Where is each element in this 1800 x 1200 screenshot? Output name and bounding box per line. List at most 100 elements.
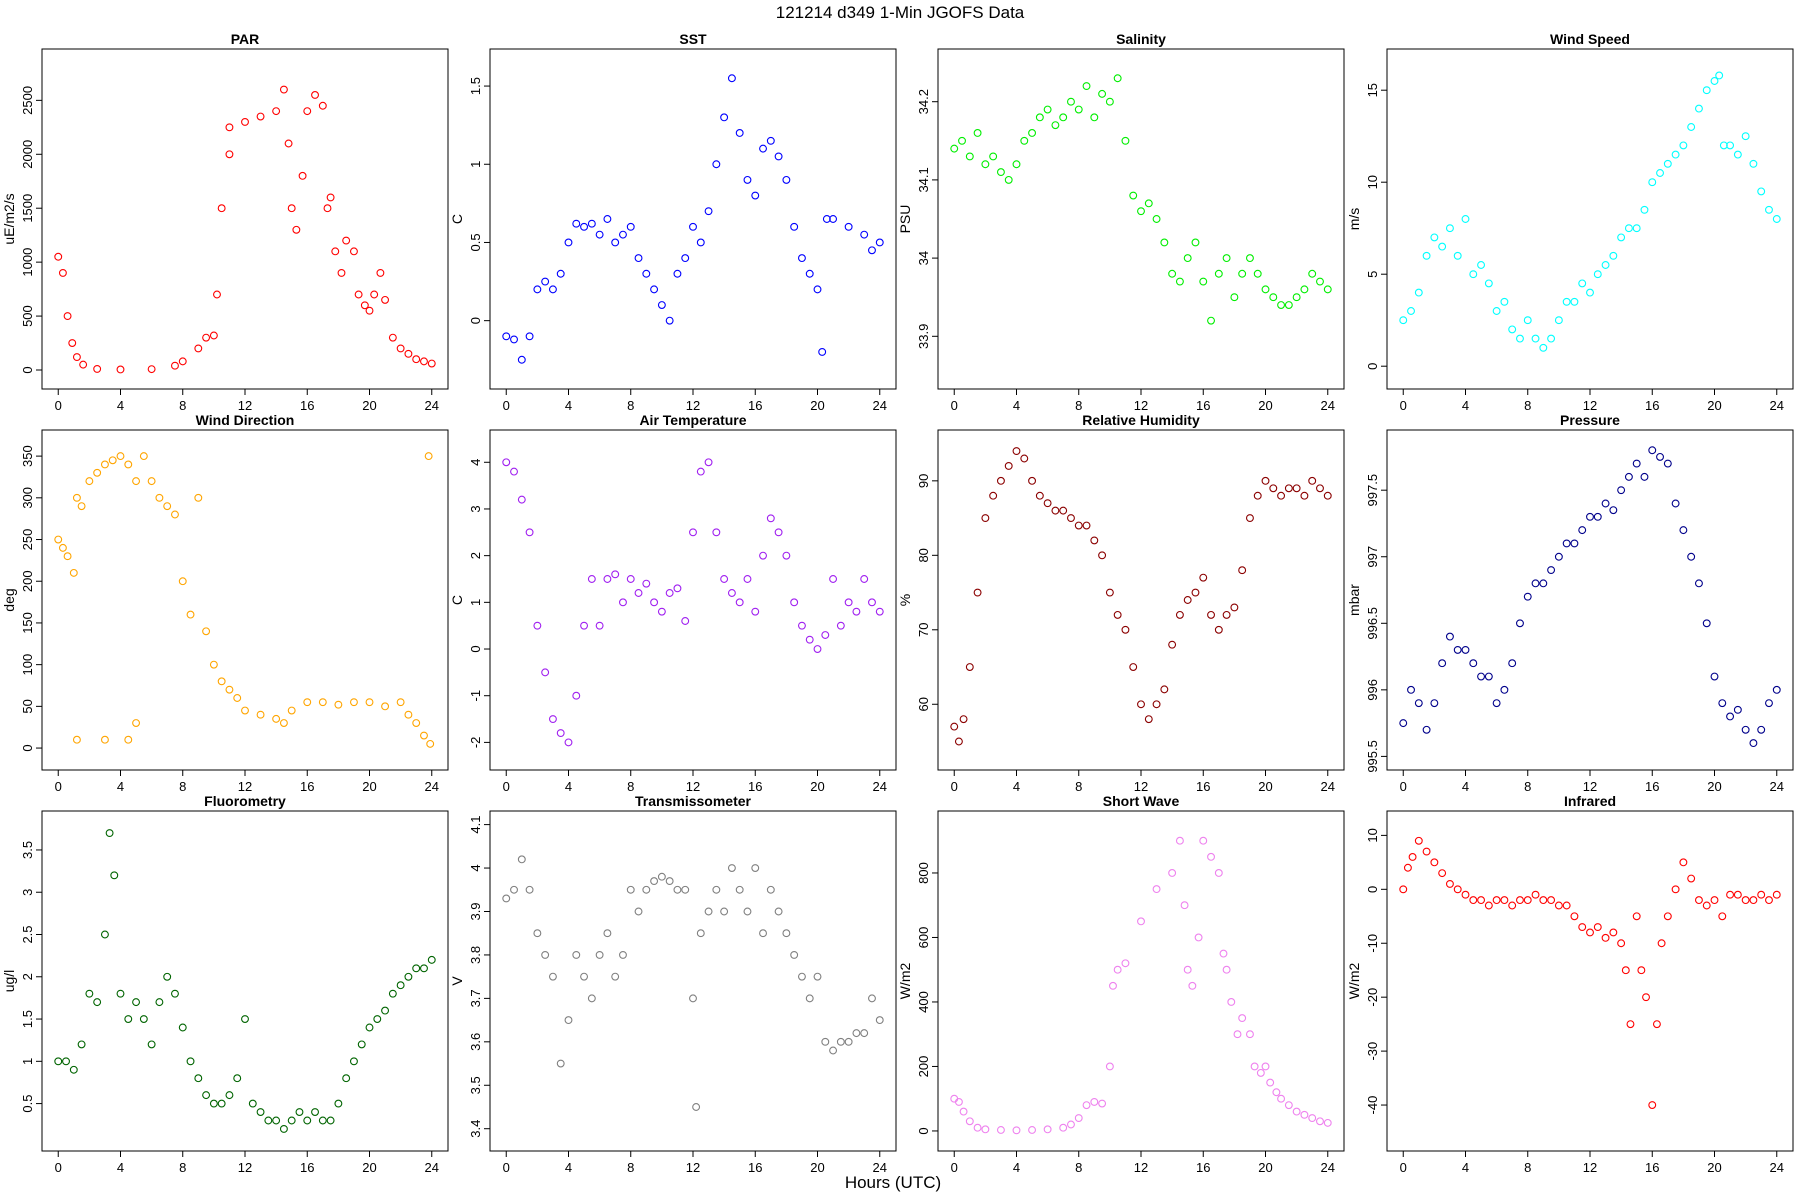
x-tick-label: 0 [951, 398, 958, 413]
data-point [225, 1091, 234, 1100]
data-point [1710, 672, 1719, 681]
data-point [1175, 277, 1184, 286]
data-point [1105, 588, 1114, 597]
x-tick-label: 12 [686, 779, 700, 794]
data-point [1679, 526, 1688, 535]
panel-par: PAR 0 4 8 12 16 20 24 0 500 1000 1500 2000 2500 uE/m2/… [1, 31, 449, 413]
data-point [1578, 279, 1587, 288]
y-tick-label: 4.1 [468, 816, 483, 834]
data-point [69, 1065, 78, 1074]
y-tick-label: 500 [20, 305, 35, 327]
data-point [510, 335, 518, 344]
data-point [1617, 233, 1626, 242]
x-tick-label: 20 [810, 779, 824, 794]
x-tick-label: 0 [55, 1160, 62, 1175]
x-tick-label: 12 [1134, 1160, 1148, 1175]
plot-frame [937, 429, 1345, 771]
data-point [1233, 1030, 1242, 1039]
y-tick-label: 0 [468, 645, 483, 652]
data-point [1621, 966, 1630, 975]
data-point [1772, 685, 1781, 694]
data-point [634, 254, 643, 263]
data-point [1508, 901, 1517, 910]
data-point [1121, 959, 1130, 968]
data-point [116, 365, 125, 374]
data-point [1741, 896, 1750, 905]
data-point [1438, 242, 1447, 251]
data-point [517, 495, 526, 504]
data-point [720, 907, 729, 916]
data-point [548, 972, 557, 981]
data-point [626, 885, 635, 894]
data-point [743, 575, 752, 583]
data-point [603, 929, 612, 938]
x-tick-label: 4 [565, 1160, 572, 1175]
data-point [331, 247, 340, 256]
data-point [704, 207, 713, 216]
data-point [642, 269, 651, 278]
data-point [72, 735, 81, 744]
data-point [1105, 97, 1114, 106]
data-point [147, 365, 156, 374]
data-point [626, 222, 635, 231]
data-point [1430, 233, 1439, 242]
data-point [1292, 1107, 1301, 1116]
data-point [541, 277, 550, 286]
data-point [1765, 205, 1773, 214]
data-point [1059, 113, 1068, 122]
data-point [650, 598, 659, 607]
data-point [1694, 104, 1703, 113]
data-point [1702, 86, 1711, 95]
x-tick-label: 20 [1707, 779, 1721, 794]
data-point [365, 1023, 374, 1032]
data-point [93, 364, 102, 373]
data-point [209, 660, 218, 669]
data-point [587, 994, 596, 1003]
data-point [163, 502, 172, 511]
data-point [365, 698, 374, 707]
x-tick-label: 20 [1258, 779, 1272, 794]
data-point [533, 621, 542, 630]
data-point [805, 269, 814, 278]
data-point [1269, 484, 1278, 493]
data-point [1461, 890, 1470, 899]
data-point [1160, 685, 1169, 694]
data-point [950, 722, 959, 731]
data-point [1199, 573, 1208, 582]
data-point [116, 452, 125, 461]
data-point [759, 929, 767, 938]
data-point [1407, 307, 1415, 315]
data-point [1090, 536, 1099, 545]
y-axis-label: mbar [1346, 584, 1362, 616]
x-tick-label: 16 [1196, 779, 1210, 794]
data-point [194, 1074, 203, 1083]
data-point [1168, 269, 1177, 278]
data-point [54, 252, 63, 261]
data-point [1601, 499, 1610, 508]
panel-title: Transmissometer [635, 793, 751, 809]
panel-title: Relative Humidity [1082, 412, 1200, 428]
data-point [326, 1116, 335, 1125]
data-point [681, 617, 690, 625]
data-point [69, 568, 78, 577]
data-point [1261, 1062, 1270, 1071]
data-point [178, 357, 187, 366]
data-point [1539, 896, 1548, 905]
x-tick-label: 4 [117, 398, 124, 413]
data-point [303, 698, 312, 707]
data-point [712, 885, 721, 894]
data-point [541, 950, 550, 959]
y-tick-label: 300 [20, 487, 35, 509]
data-point [1715, 71, 1724, 80]
data-point [1152, 700, 1161, 709]
panel-title: Short Wave [1103, 793, 1180, 809]
data-point [1438, 659, 1447, 668]
data-point [147, 477, 156, 486]
data-point [1733, 150, 1742, 159]
data-point [1207, 852, 1215, 861]
data-point [650, 877, 659, 886]
data-point [1422, 847, 1431, 856]
data-point [63, 312, 72, 321]
data-point [1578, 923, 1587, 932]
data-point [1718, 699, 1727, 708]
